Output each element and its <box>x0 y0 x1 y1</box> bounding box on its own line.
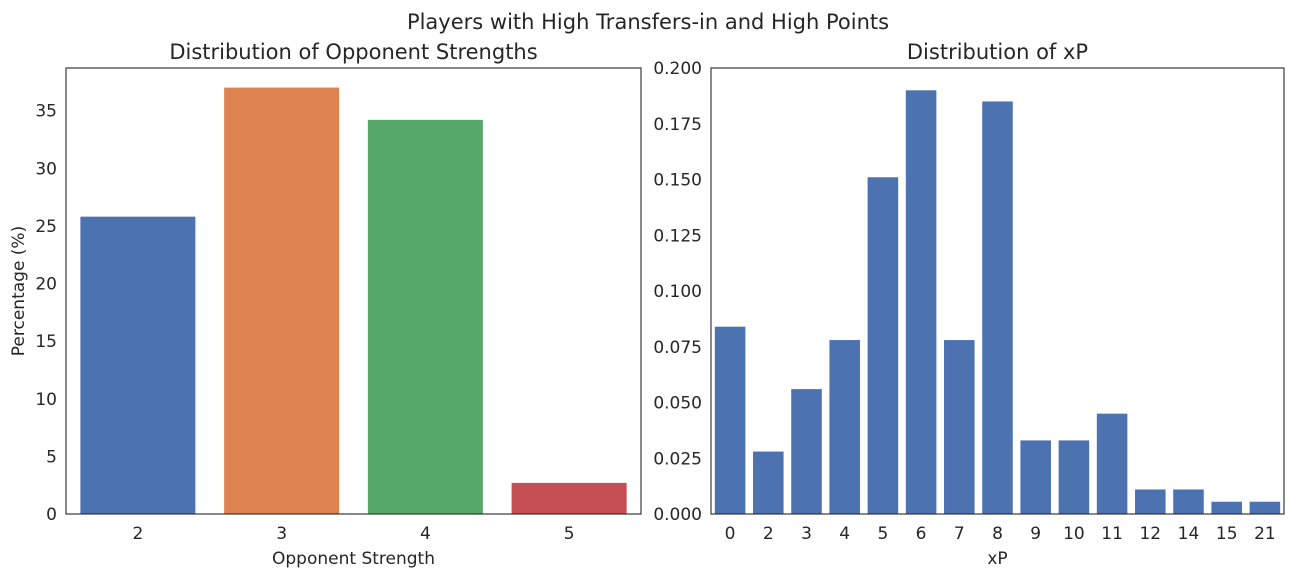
xp-bar-3 <box>791 389 822 514</box>
xp-bar-21 <box>1249 501 1281 514</box>
xp-bar-9 <box>1020 440 1051 514</box>
opponent-strength-chart-title: Distribution of Opponent Strengths <box>169 40 537 64</box>
xp-y-ticks: 0.000 0.025 0.050 0.075 0.100 0.125 0.150 0.175… <box>653 59 702 525</box>
figure-suptitle: Players with High Transfers-in and High … <box>407 10 889 34</box>
xp-bar-5 <box>867 177 899 514</box>
xp-bar-10 <box>1058 440 1090 514</box>
opponent-strength-y-tick-label: 10 <box>35 390 57 410</box>
opponent-strength-x-tick-label: 4 <box>420 524 431 544</box>
opponent-strength-bar-3 <box>224 87 340 514</box>
xp-bar-14 <box>1173 489 1204 514</box>
xp-x-tick-label: 2 <box>763 524 774 544</box>
xp-bar-7 <box>944 340 975 514</box>
opponent-strength-y-tick-label: 15 <box>35 332 57 352</box>
opponent-strength-bar-5 <box>511 482 627 514</box>
xp-x-tick-label: 21 <box>1254 524 1276 544</box>
opponent-strength-y-tick-label: 35 <box>35 102 57 122</box>
xp-bar-4 <box>829 340 860 514</box>
xp-x-tick-label: 9 <box>1030 524 1041 544</box>
opponent-strength-y-tick-label: 30 <box>35 159 57 179</box>
opponent-strength-x-tick-label: 5 <box>564 524 575 544</box>
opponent-strength-bar-2 <box>80 216 196 514</box>
xp-chart: Distribution of xP xP 0 2 3 4 5 6 7 8 9 10 11 12 14 1… <box>653 40 1285 569</box>
xp-x-tick-label: 15 <box>1216 524 1238 544</box>
opponent-strength-y-tick-label: 0 <box>46 505 57 525</box>
xp-y-tick-label: 0.100 <box>653 282 702 302</box>
xp-y-tick-label: 0.150 <box>653 171 702 191</box>
xp-x-tick-label: 5 <box>877 524 888 544</box>
opponent-strength-x-ticks: 2 3 4 5 <box>132 524 574 544</box>
opponent-strength-plot-frame <box>65 67 642 515</box>
xp-bar-12 <box>1135 489 1166 514</box>
xp-x-tick-label: 0 <box>725 524 736 544</box>
xp-y-tick-label: 0.000 <box>653 505 702 525</box>
xp-bar-8 <box>982 101 1013 514</box>
opponent-strength-bars <box>80 87 627 514</box>
xp-bars <box>714 90 1281 515</box>
xp-x-tick-label: 14 <box>1178 524 1200 544</box>
opponent-strength-bar-4 <box>367 119 483 514</box>
xp-y-tick-label: 0.175 <box>653 115 702 135</box>
xp-y-tick-label: 0.200 <box>653 59 702 79</box>
xp-x-ticks: 0 2 3 4 5 6 7 8 9 10 11 12 14 15 21 <box>725 524 1276 544</box>
opponent-strength-x-tick-label: 3 <box>276 524 287 544</box>
xp-x-tick-label: 6 <box>916 524 927 544</box>
opponent-strength-x-axis-label: Opponent Strength <box>272 549 435 569</box>
xp-x-tick-label: 11 <box>1101 524 1123 544</box>
opponent-strength-y-tick-label: 25 <box>35 217 57 237</box>
xp-y-tick-label: 0.125 <box>653 226 702 246</box>
xp-bar-2 <box>753 451 784 514</box>
xp-x-tick-label: 7 <box>954 524 965 544</box>
xp-bar-11 <box>1096 413 1128 514</box>
xp-bar-15 <box>1211 501 1242 514</box>
opponent-strength-chart: Distribution of Opponent Strengths Oppon… <box>9 40 642 569</box>
xp-x-tick-label: 8 <box>992 524 1003 544</box>
xp-bar-0 <box>714 326 746 514</box>
xp-x-axis-label: xP <box>987 549 1007 569</box>
opponent-strength-y-tick-label: 5 <box>46 447 57 467</box>
xp-plot-frame <box>710 67 1285 515</box>
xp-x-tick-label: 12 <box>1139 524 1161 544</box>
xp-x-tick-label: 10 <box>1063 524 1085 544</box>
opponent-strength-y-ticks: 0 5 10 15 20 25 30 35 <box>35 102 57 525</box>
xp-x-tick-label: 4 <box>839 524 850 544</box>
xp-bar-6 <box>905 90 937 515</box>
opponent-strength-y-tick-label: 20 <box>35 275 57 295</box>
opponent-strength-y-axis-label: Percentage (%) <box>9 226 29 356</box>
xp-chart-title: Distribution of xP <box>907 40 1088 64</box>
xp-y-tick-label: 0.050 <box>653 394 702 414</box>
xp-y-tick-label: 0.075 <box>653 338 702 358</box>
xp-x-tick-label: 3 <box>801 524 812 544</box>
xp-y-tick-label: 0.025 <box>653 449 702 469</box>
opponent-strength-x-tick-label: 2 <box>132 524 143 544</box>
